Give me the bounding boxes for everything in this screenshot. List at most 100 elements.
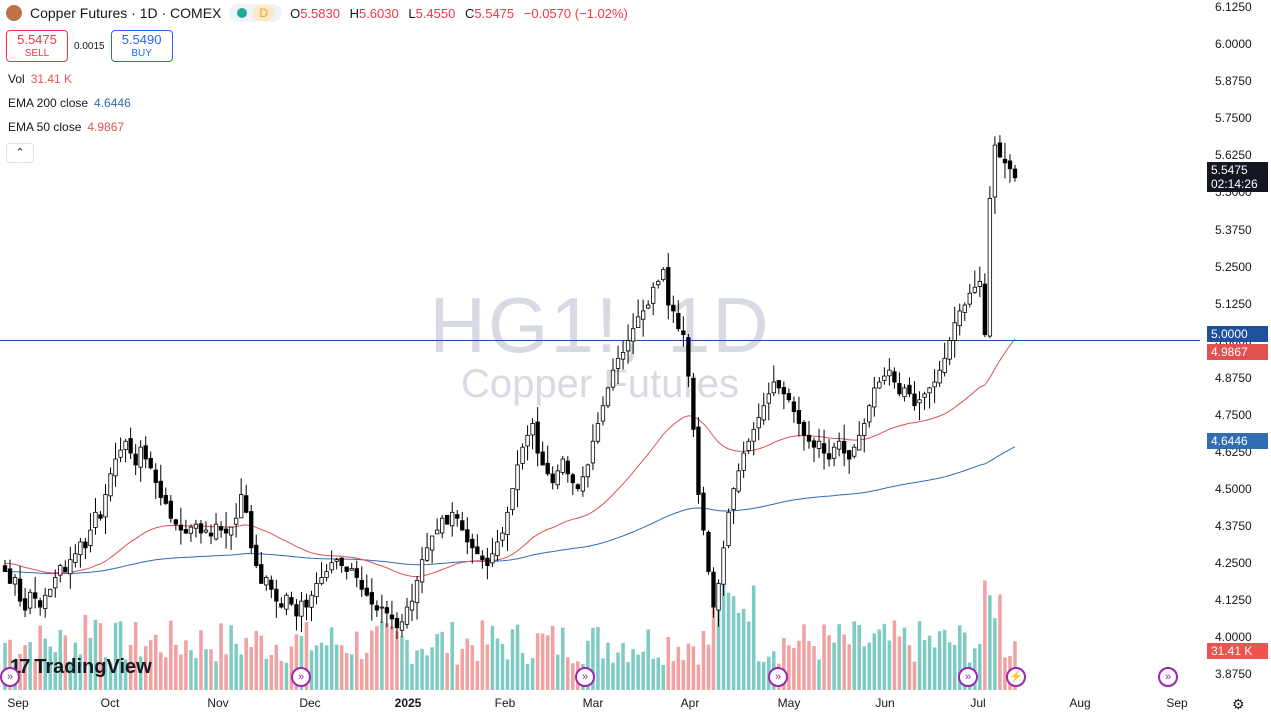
volume-bar [942,629,947,690]
candle-body [490,553,495,564]
rollover-marker-icon[interactable]: » [575,667,595,687]
candle-body [399,621,405,631]
volume-bar [460,648,465,690]
candle-body [244,495,249,513]
volume-bar [787,645,791,690]
rollover-marker-icon[interactable]: » [1158,667,1178,687]
change-value: −0.0570 (−1.02%) [523,5,628,21]
sell-label: SELL [24,48,50,59]
volume-bar [179,654,183,690]
candle-body [701,492,706,531]
candle-body [369,592,374,605]
volume-bar [390,626,394,690]
price-tick: 6.0000 [1215,37,1252,52]
volume-bar [962,632,967,690]
ema200-price-label: 4.6446 [1207,433,1268,449]
volume-bar [661,664,666,690]
candle-body [394,617,400,629]
volume-bar [405,640,409,690]
volume-bar [43,638,47,690]
volume-legend[interactable]: Vol 31.41 K [8,72,72,86]
volume-bar [33,661,37,690]
candle-body [972,286,977,293]
time-axis[interactable]: Sep Oct Nov Dec 2025 Feb Mar Apr May Jun Jul Aug Sep [0,690,1271,715]
candle-body [1002,158,1008,164]
tradingview-logo[interactable]: 17 TradingView [10,656,152,679]
candle-body [259,564,264,584]
ema50-legend[interactable]: EMA 50 close 4.9867 [8,120,124,134]
candle-body [158,480,163,498]
candle-body [635,316,641,328]
price-tick: 4.0000 [1215,629,1252,644]
volume-bar [751,585,756,690]
volume-bar [470,645,475,690]
time-label: Jun [875,696,895,710]
interval-badge: D [253,5,275,21]
volume-bar [249,646,253,690]
candle-body [48,588,53,597]
low-value: 5.4550 [415,5,456,21]
volume-bar [746,621,751,690]
countdown-value: 02:14:26 [1211,177,1258,191]
volume-bar [852,621,856,690]
volume-bar [877,629,882,690]
candle-body [495,541,500,557]
volume-bar [545,635,550,690]
candle-body [756,417,761,429]
event-marker-icon[interactable]: ⚡ [1006,667,1026,687]
volume-bar [199,630,203,690]
rollover-marker-icon[interactable]: » [768,667,788,687]
volume-bar [696,664,701,690]
candle-body [656,280,661,286]
sell-button[interactable]: 5.5475 SELL [6,30,68,62]
candle-body [354,568,359,578]
chart-title[interactable]: Copper Futures · 1D · COMEX [30,5,222,21]
volume-bar [18,654,22,690]
volume-bar [832,642,836,690]
status-pill[interactable]: D [229,4,283,22]
candlestick-chart[interactable] [0,0,1200,690]
candle-body [836,440,842,450]
candle-body [515,464,520,491]
volume-bar [299,635,304,690]
volume-bar [566,657,570,690]
volume-bar [415,650,419,690]
buy-button[interactable]: 5.5490 BUY [110,30,173,62]
candle-body [78,541,83,556]
ema50-value: 4.9867 [87,120,125,134]
candle-body [178,524,184,531]
volume-bar [947,642,952,690]
volume-bar [450,621,454,690]
time-label: Nov [207,696,229,710]
volume-bar [339,645,344,690]
volume-bar [189,650,193,690]
price-tick: 5.8750 [1215,74,1252,89]
collapse-legend-button[interactable]: ⌃ [6,143,34,163]
ema200-legend[interactable]: EMA 200 close 4.6446 [8,96,131,110]
chart-area[interactable]: HG1!, 1D Copper Futures [0,0,1200,690]
volume-bar [952,645,957,690]
volume-bar [902,627,907,690]
volume-bar [741,608,746,690]
candle-body [776,380,781,389]
candle-body [284,594,289,610]
settings-gear-icon[interactable]: ⚙ [1232,696,1245,712]
candle-body [746,440,751,451]
candle-body [32,592,38,599]
volume-bar [701,630,706,690]
candle-body [404,606,410,625]
time-label: Apr [680,696,700,710]
candle-body [173,519,179,525]
buy-label: BUY [131,48,152,59]
symbol-header[interactable]: Copper Futures · 1D · COMEX D O5.5830 H5… [6,4,634,22]
volume-bar [289,646,294,690]
candle-body [877,381,882,389]
rollover-marker-icon[interactable]: » [291,667,311,687]
rollover-marker-icon[interactable]: » [0,667,20,687]
volume-bar [912,661,917,690]
volume-bar [259,635,264,690]
volume-bar [616,652,620,690]
rollover-marker-icon[interactable]: » [958,667,978,687]
volume-bar [98,623,103,690]
candle-body [510,488,515,511]
